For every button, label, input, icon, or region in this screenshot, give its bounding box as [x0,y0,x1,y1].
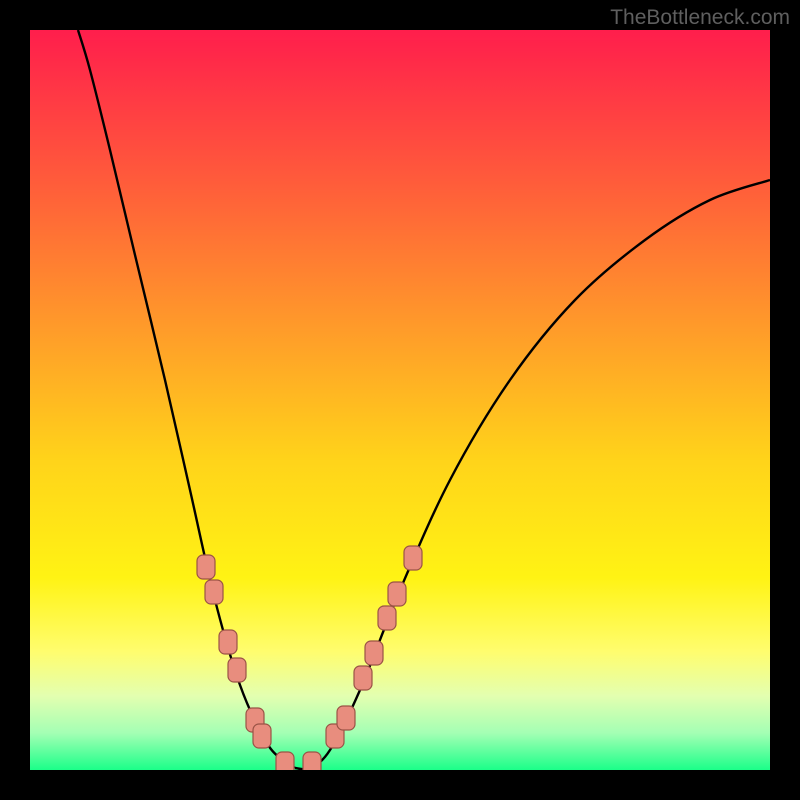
plot-area [30,30,770,770]
plot-background [30,30,770,770]
chart-frame [0,0,800,800]
